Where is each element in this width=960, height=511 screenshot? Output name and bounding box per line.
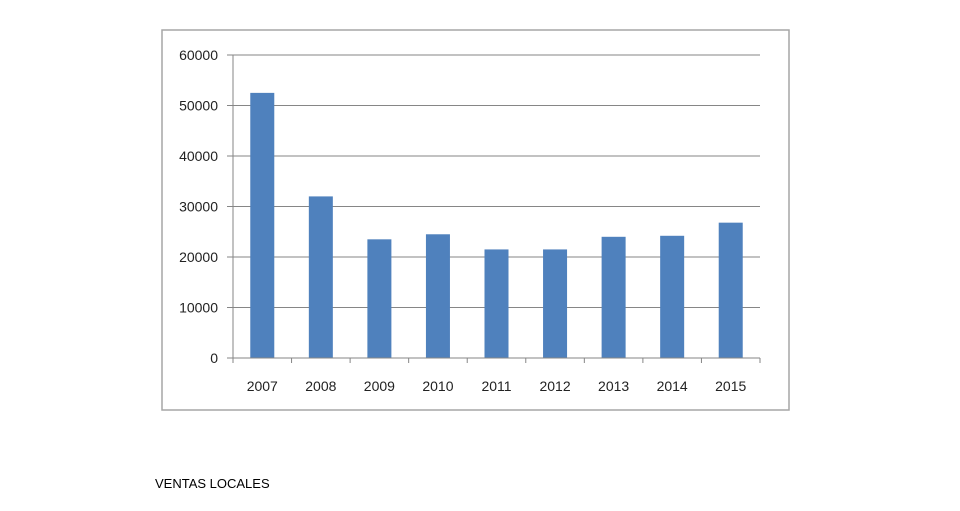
- x-tick-label: 2012: [539, 378, 570, 394]
- x-tick-label: 2010: [422, 378, 453, 394]
- bar-2008: [308, 196, 333, 358]
- y-tick-label: 60000: [179, 47, 218, 63]
- x-tick-label: 2015: [715, 378, 746, 394]
- bars: [250, 92, 743, 358]
- axes: [227, 54, 761, 363]
- bar-2012: [543, 249, 568, 358]
- y-tick-label: 50000: [179, 98, 218, 114]
- x-tick-label: 2008: [305, 378, 336, 394]
- x-tick-label: 2009: [364, 378, 395, 394]
- bar-2015: [718, 222, 743, 358]
- x-tick-label: 2014: [657, 378, 688, 394]
- y-tick-label: 40000: [179, 148, 218, 164]
- y-tick-label: 20000: [179, 249, 218, 265]
- bar-2011: [484, 249, 509, 358]
- bar-2010: [425, 234, 450, 358]
- x-tick-label: 2011: [481, 378, 511, 394]
- tick-labels: 0 10000 20000 30000 40000 50000 60000 2007 2008 2…: [179, 47, 746, 394]
- bar-2007: [250, 92, 275, 358]
- y-tick-label: 10000: [179, 300, 218, 316]
- x-tick-label: 2007: [247, 378, 278, 394]
- x-tick-label: 2013: [598, 378, 629, 394]
- y-tick-label: 0: [210, 350, 218, 366]
- chart-caption: VENTAS LOCALES: [155, 476, 270, 491]
- bar-2014: [660, 235, 685, 358]
- y-tick-label: 30000: [179, 199, 218, 215]
- bar-2009: [367, 239, 392, 358]
- bar-2013: [601, 236, 626, 358]
